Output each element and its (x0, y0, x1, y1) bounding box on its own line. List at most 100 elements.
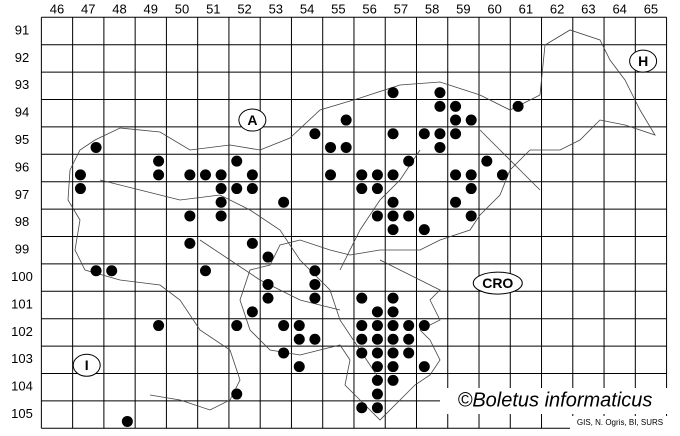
copyright-bg (440, 388, 670, 414)
record-dot (403, 320, 415, 332)
column-label: 56 (362, 1, 376, 16)
record-dot (418, 361, 430, 373)
labels: A H I CRO ©Boletus informaticus GIS, N. Ogris… (72, 49, 670, 430)
column-label: 62 (550, 1, 564, 16)
records (74, 87, 524, 427)
row-label: 95 (15, 132, 29, 147)
country-badge (472, 271, 523, 295)
record-dot (465, 183, 477, 195)
record-dot (74, 183, 86, 195)
record-dot (434, 87, 446, 99)
record-dot (496, 169, 508, 181)
record-dot (215, 169, 227, 181)
record-dot (215, 210, 227, 222)
column-label: 58 (425, 1, 439, 16)
column-label: 49 (144, 1, 158, 16)
record-dot (74, 169, 86, 181)
copyright: ©Boletus informaticus (458, 389, 653, 411)
record-dot (356, 347, 368, 359)
column-label: 61 (519, 1, 533, 16)
record-dot (246, 169, 258, 181)
column-label: 55 (331, 1, 345, 16)
row-label: 103 (11, 351, 33, 366)
row-label: 104 (11, 379, 33, 394)
row-label: 91 (15, 22, 29, 37)
record-dot (403, 210, 415, 222)
record-dot (199, 265, 211, 277)
record-dot (153, 155, 165, 167)
column-label: 54 (300, 1, 314, 16)
credits-bg (570, 416, 670, 430)
record-dot (356, 402, 368, 414)
row-label: 96 (15, 159, 29, 174)
record-dot (231, 320, 243, 332)
country-label: CRO (482, 275, 513, 291)
record-dot (293, 361, 305, 373)
record-dot (293, 333, 305, 345)
column-label: 59 (456, 1, 470, 16)
column-label: 63 (581, 1, 595, 16)
record-dot (262, 292, 274, 304)
record-dot (371, 374, 383, 386)
record-dot (153, 169, 165, 181)
column-label: 57 (394, 1, 408, 16)
column-label: 51 (206, 1, 220, 16)
record-dot (387, 224, 399, 236)
record-dot (387, 306, 399, 318)
border (67, 29, 656, 421)
column-label: 47 (81, 1, 95, 16)
record-dot (387, 320, 399, 332)
record-dot (309, 278, 321, 290)
record-dot (403, 155, 415, 167)
record-dot (450, 196, 462, 208)
country-badge (238, 108, 267, 132)
record-dot (387, 374, 399, 386)
column-label: 50 (175, 1, 189, 16)
record-dot (309, 128, 321, 140)
row-label: 101 (11, 296, 33, 311)
row-label: 92 (15, 50, 29, 65)
country-badge (72, 353, 101, 377)
column-label: 52 (237, 1, 251, 16)
record-dot (293, 320, 305, 332)
record-dot (371, 388, 383, 400)
column-label: 65 (644, 1, 658, 16)
record-dot (184, 169, 196, 181)
record-dot (371, 333, 383, 345)
record-dot (371, 347, 383, 359)
record-dot (450, 114, 462, 126)
record-dot (231, 388, 243, 400)
row-label: 100 (11, 269, 33, 284)
record-dot (340, 141, 352, 153)
record-dot (418, 320, 430, 332)
record-dot (418, 128, 430, 140)
river (99, 129, 541, 381)
row-label: 99 (15, 242, 29, 257)
record-dot (356, 292, 368, 304)
record-dot (434, 141, 446, 153)
row-label: 94 (15, 105, 29, 120)
record-dot (184, 237, 196, 249)
record-dot (512, 100, 524, 112)
record-dot (278, 320, 290, 332)
record-dot (387, 333, 399, 345)
record-dot (403, 347, 415, 359)
record-dot (262, 278, 274, 290)
record-dot (403, 333, 415, 345)
record-dot (450, 128, 462, 140)
record-dot (387, 210, 399, 222)
record-dot (215, 196, 227, 208)
column-label: 48 (112, 1, 126, 16)
record-dot (387, 361, 399, 373)
record-dot (387, 292, 399, 304)
row-label: 102 (11, 324, 33, 339)
record-dot (356, 169, 368, 181)
record-dot (106, 265, 118, 277)
record-dot (199, 169, 211, 181)
record-dot (371, 320, 383, 332)
record-dot (371, 169, 383, 181)
record-dot (153, 320, 165, 332)
record-dot (387, 347, 399, 359)
record-dot (215, 183, 227, 195)
